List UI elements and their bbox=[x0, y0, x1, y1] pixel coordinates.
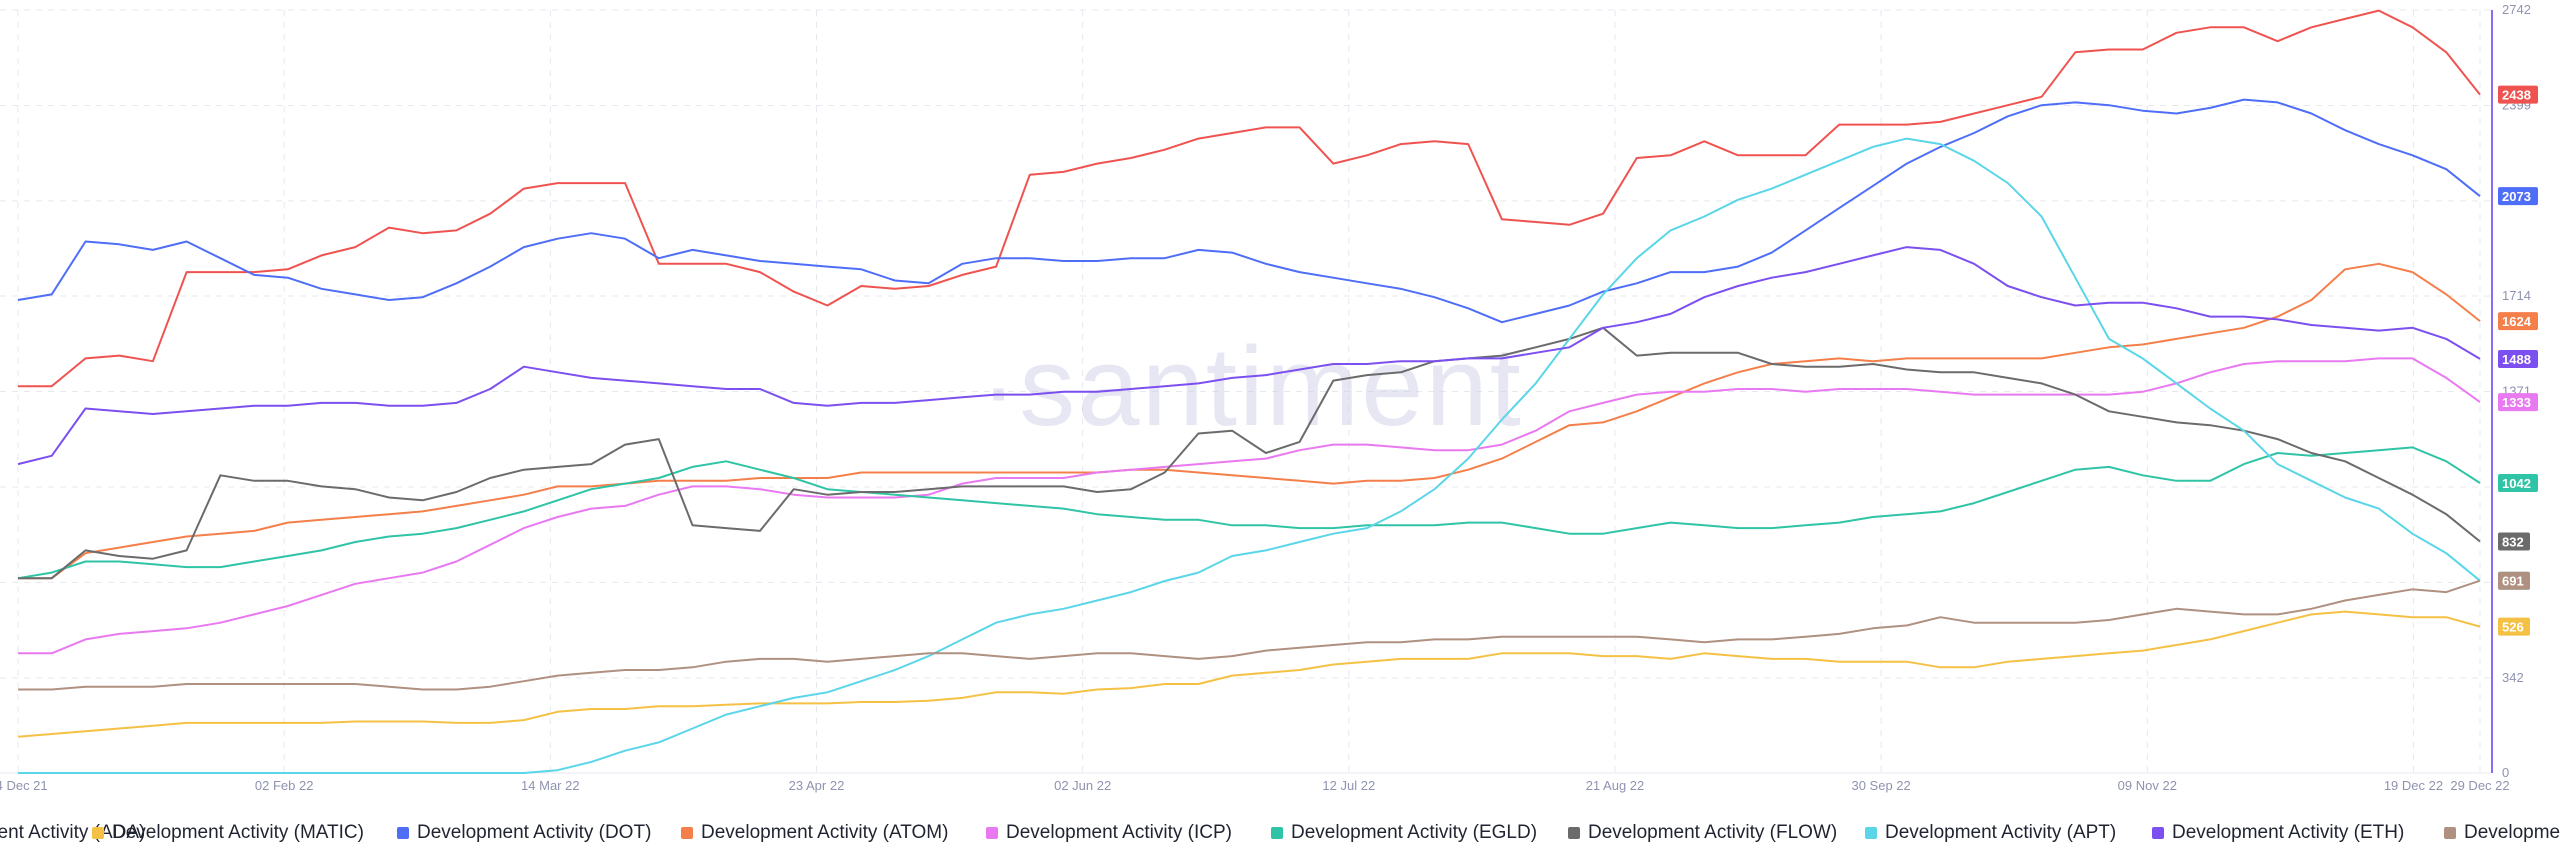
legend-item[interactable]: Development Activity (ICP) bbox=[986, 822, 1232, 844]
last-value-badges: 243852620731624133310428326911488691 bbox=[2498, 85, 2538, 636]
series-line-3 bbox=[17, 98, 2481, 324]
value-badge-bg bbox=[2498, 474, 2538, 493]
value-badge-label: 1042 bbox=[2502, 476, 2531, 491]
legend-swatch bbox=[92, 827, 104, 839]
value-badge-bg bbox=[2498, 349, 2538, 368]
x-tick-label: 14 Mar 22 bbox=[521, 778, 580, 793]
legend: Development Activity (ADA)Development Ac… bbox=[0, 818, 2560, 850]
legend-item[interactable]: Development Activity (DOT) bbox=[397, 822, 651, 844]
value-badge-2: 526 bbox=[2498, 617, 2530, 636]
value-badge-label: 2438 bbox=[2502, 88, 2531, 103]
x-tick-label: 19 Dec 22 bbox=[2384, 778, 2443, 793]
value-badge-1: 2438 bbox=[2498, 85, 2538, 104]
legend-label: Development Activity (AVAX) bbox=[2464, 822, 2560, 843]
legend-swatch bbox=[2444, 827, 2456, 839]
series-line-8 bbox=[18, 137, 2481, 774]
legend-label: Development Activity (FLOW) bbox=[1588, 822, 1838, 843]
legend-item[interactable]: Development Activity (AVAX) bbox=[2444, 822, 2560, 844]
legend-item[interactable]: Development Activity (ETH) bbox=[2152, 822, 2404, 844]
value-badge-label: 1488 bbox=[2502, 352, 2531, 367]
y-tick-label: 0 bbox=[2502, 765, 2509, 780]
series-line-7 bbox=[18, 326, 2481, 580]
series-line-6 bbox=[17, 446, 2481, 580]
value-badge-3: 2073 bbox=[2498, 187, 2538, 206]
series-line-4 bbox=[18, 262, 2481, 580]
legend-item[interactable]: Development Activity (ADA) bbox=[0, 822, 145, 844]
value-badge-bg bbox=[2498, 571, 2530, 590]
value-badge-10: 691 bbox=[2498, 571, 2530, 590]
y-tick-label: 342 bbox=[2502, 670, 2524, 685]
value-badge-9: 1488 bbox=[2498, 349, 2538, 368]
legend-label: Development Activity (EGLD) bbox=[1291, 822, 1538, 843]
value-badge-label: 1624 bbox=[2502, 314, 2532, 329]
y-tick-label: 2742 bbox=[2502, 2, 2531, 17]
legend-swatch bbox=[2152, 827, 2164, 839]
value-badge-bg bbox=[2498, 617, 2530, 636]
legend-item[interactable]: Development Activity (APT) bbox=[1865, 822, 2116, 844]
x-tick-label: 02 Jun 22 bbox=[1054, 778, 1111, 793]
legend-swatch bbox=[986, 827, 998, 839]
legend-swatch bbox=[397, 827, 409, 839]
series-line-10 bbox=[18, 579, 2481, 691]
value-badge-label: 832 bbox=[2502, 534, 2524, 549]
value-badge-label: 1333 bbox=[2502, 395, 2531, 410]
value-badge-7: 832 bbox=[2498, 532, 2530, 551]
legend-swatch bbox=[681, 827, 693, 839]
watermark: ·santiment bbox=[980, 324, 1523, 449]
x-axis: 24 Dec 21 02 Feb 22 14 Mar 22 23 Apr 22 02 J… bbox=[0, 778, 2510, 793]
x-tick-label: 29 Dec 22 bbox=[2450, 778, 2509, 793]
series-line-5 bbox=[18, 357, 2481, 655]
value-badge-6: 1042 bbox=[2498, 474, 2538, 493]
legend-label: Development Activity (MATIC) bbox=[112, 822, 364, 843]
value-badge-label: 691 bbox=[2502, 574, 2524, 589]
x-tick-label: 02 Feb 22 bbox=[255, 778, 314, 793]
value-badge-label: 2073 bbox=[2502, 189, 2531, 204]
y-tick-label: 1714 bbox=[2502, 288, 2531, 303]
legend-label: Development Activity (ETH) bbox=[2172, 822, 2405, 843]
legend-item[interactable]: Development Activity (FLOW) bbox=[1568, 822, 1837, 844]
legend-item[interactable]: Development Activity (ATOM) bbox=[681, 822, 948, 844]
x-tick-label: 30 Sep 22 bbox=[1851, 778, 1910, 793]
value-badge-bg bbox=[2498, 312, 2538, 331]
legend-swatch bbox=[1271, 827, 1283, 839]
series-line-9 bbox=[17, 246, 2481, 466]
x-tick-label: 23 Apr 22 bbox=[789, 778, 845, 793]
x-tick-label: 12 Jul 22 bbox=[1322, 778, 1375, 793]
value-badge-4: 1624 bbox=[2498, 312, 2538, 331]
legend-item[interactable]: Development Activity (EGLD) bbox=[1271, 822, 1537, 844]
value-badge-5: 1333 bbox=[2498, 393, 2538, 412]
value-badge-bg bbox=[2498, 532, 2530, 551]
series-line-2 bbox=[17, 610, 2481, 738]
value-badge-label: 526 bbox=[2502, 620, 2524, 635]
legend-label: Development Activity (ATOM) bbox=[701, 822, 949, 843]
series-lines bbox=[17, 9, 2481, 774]
legend-label: Development Activity (APT) bbox=[1885, 822, 2117, 843]
x-tick-label: 21 Aug 22 bbox=[1586, 778, 1645, 793]
x-tick-label: 09 Nov 22 bbox=[2118, 778, 2177, 793]
value-badge-bg bbox=[2498, 85, 2538, 104]
legend-label: Development Activity (DOT) bbox=[417, 822, 652, 843]
legend-item[interactable]: Development Activity (MATIC) bbox=[92, 822, 364, 844]
legend-swatch bbox=[1865, 827, 1877, 839]
x-tick-label: 24 Dec 21 bbox=[0, 778, 48, 793]
legend-label: Development Activity (ADA) bbox=[0, 822, 146, 843]
value-badge-bg bbox=[2498, 393, 2538, 412]
value-badge-bg bbox=[2498, 187, 2538, 206]
legend-swatch bbox=[1568, 827, 1580, 839]
series-line-1 bbox=[18, 9, 2481, 388]
legend-label: Development Activity (ICP) bbox=[1006, 822, 1232, 843]
